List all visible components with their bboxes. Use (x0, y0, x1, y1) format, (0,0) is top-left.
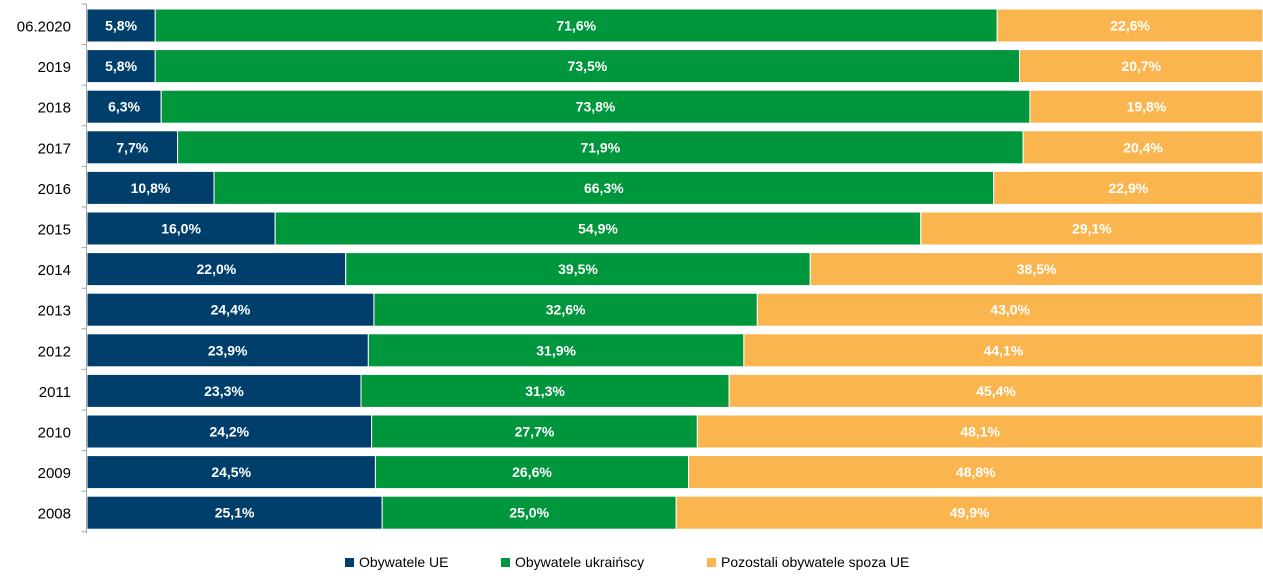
bar-other-2008 (675, 495, 1263, 530)
legend-label-eu: Obywatele UE (359, 554, 448, 570)
bar-eu-2014 (86, 252, 347, 287)
data-label-ua-2012: 31,9% (536, 342, 576, 358)
data-label-other-2013: 43,0% (990, 302, 1030, 318)
legend-swatch-other (707, 558, 716, 567)
data-label-eu-2018: 6,3% (108, 99, 140, 115)
data-label-ua-2009: 26,6% (512, 464, 552, 480)
bars-layer (86, 8, 1263, 530)
data-label-other-2017: 20,4% (1123, 139, 1163, 155)
data-label-eu-06-2020: 5,8% (105, 18, 137, 34)
bar-ua-2013 (373, 292, 758, 327)
bar-eu-2017 (86, 130, 179, 165)
bar-ua-06-2020 (154, 8, 998, 43)
data-label-other-2009: 48,8% (956, 464, 996, 480)
data-label-other-2011: 45,4% (976, 383, 1016, 399)
bar-eu-2008 (86, 495, 383, 530)
bar-eu-2010 (86, 414, 373, 449)
data-label-ua-2010: 27,7% (515, 424, 555, 440)
bar-other-2011 (728, 373, 1263, 408)
legend-label-ua: Obywatele ukraińscy (515, 554, 644, 570)
bar-ua-2015 (274, 211, 922, 246)
bar-other-2010 (696, 414, 1263, 449)
data-label-ua-2019: 73,5% (568, 58, 608, 74)
data-label-eu-2012: 23,9% (208, 342, 248, 358)
legend-label-other: Pozostali obywatele spoza UE (721, 554, 909, 570)
data-label-ua-2014: 39,5% (558, 261, 598, 277)
data-label-other-2015: 29,1% (1072, 221, 1112, 237)
data-labels-layer: 5,8% 71,6% 22,6% 5,8% 73,5% 20,7% 6,3% 73,8% 19,… (105, 18, 1167, 521)
bar-other-2014 (809, 252, 1263, 287)
category-label-2018: 2018 (38, 100, 71, 117)
category-label-2015: 2015 (38, 222, 71, 239)
data-label-eu-2013: 24,4% (211, 302, 251, 318)
data-label-eu-2011: 23,3% (204, 383, 244, 399)
bar-other-2009 (688, 455, 1263, 490)
data-label-other-2019: 20,7% (1121, 58, 1161, 74)
category-label-2014: 2014 (38, 262, 71, 279)
bar-eu-2013 (86, 292, 375, 327)
category-label-2012: 2012 (38, 343, 71, 360)
bar-ua-2012 (367, 333, 745, 368)
bar-eu-2011 (86, 373, 362, 408)
category-label-2009: 2009 (38, 465, 71, 482)
data-label-other-06-2020: 22,6% (1110, 18, 1150, 34)
legend-swatch-ua (501, 558, 510, 567)
legend-swatch-eu (345, 558, 354, 567)
data-label-eu-2010: 24,2% (209, 424, 249, 440)
data-label-eu-2016: 10,8% (131, 180, 171, 196)
data-label-eu-2017: 7,7% (116, 139, 148, 155)
bar-other-2013 (756, 292, 1263, 327)
data-label-eu-2014: 22,0% (197, 261, 237, 277)
bar-ua-2016 (213, 170, 995, 205)
data-label-ua-2015: 54,9% (578, 221, 618, 237)
legend: Obywatele UE Obywatele ukraińscy Pozostali… (345, 554, 909, 570)
bar-other-2019 (1019, 49, 1263, 84)
bar-ua-2014 (345, 252, 811, 287)
bar-ua-2019 (154, 49, 1021, 84)
category-label-2013: 2013 (38, 303, 71, 320)
data-label-ua-2018: 73,8% (576, 99, 616, 115)
bar-eu-2015 (86, 211, 276, 246)
data-label-other-2018: 19,8% (1127, 99, 1167, 115)
bar-other-06-2020 (996, 8, 1263, 43)
data-label-eu-2008: 25,1% (215, 505, 255, 521)
bar-other-2015 (920, 211, 1263, 246)
data-label-ua-2008: 25,0% (509, 505, 549, 521)
bar-eu-06-2020 (86, 8, 156, 43)
bar-other-2018 (1029, 89, 1263, 124)
data-label-eu-2009: 24,5% (211, 464, 251, 480)
category-label-06-2020: 06.2020 (17, 19, 71, 36)
bar-ua-2008 (381, 495, 677, 530)
data-label-other-2012: 44,1% (984, 342, 1024, 358)
category-axis-labels: 06.2020 2019 2018 2017 2016 2015 2014 2013 2012 2… (17, 3, 87, 533)
bar-other-2012 (743, 333, 1263, 368)
bar-ua-2017 (177, 130, 1024, 165)
data-label-ua-2013: 32,6% (546, 302, 586, 318)
bar-ua-2010 (371, 414, 698, 449)
bar-eu-2012 (86, 333, 369, 368)
data-label-eu-2019: 5,8% (105, 58, 137, 74)
data-label-other-2014: 38,5% (1017, 261, 1057, 277)
bar-eu-2016 (86, 170, 215, 205)
data-label-other-2008: 49,9% (950, 505, 990, 521)
data-label-ua-2016: 66,3% (584, 180, 624, 196)
data-label-other-2016: 22,9% (1108, 180, 1148, 196)
data-label-ua-2017: 71,9% (580, 139, 620, 155)
category-label-2011: 2011 (39, 384, 71, 401)
category-label-2017: 2017 (38, 140, 71, 157)
data-label-ua-06-2020: 71,6% (556, 18, 596, 34)
category-label-2019: 2019 (38, 59, 71, 76)
data-label-ua-2011: 31,3% (525, 383, 565, 399)
category-label-2008: 2008 (38, 506, 71, 523)
data-label-other-2010: 48,1% (960, 424, 1000, 440)
data-label-eu-2015: 16,0% (161, 221, 201, 237)
bar-other-2016 (993, 170, 1263, 205)
category-label-2016: 2016 (38, 181, 71, 198)
category-label-2010: 2010 (38, 425, 71, 442)
